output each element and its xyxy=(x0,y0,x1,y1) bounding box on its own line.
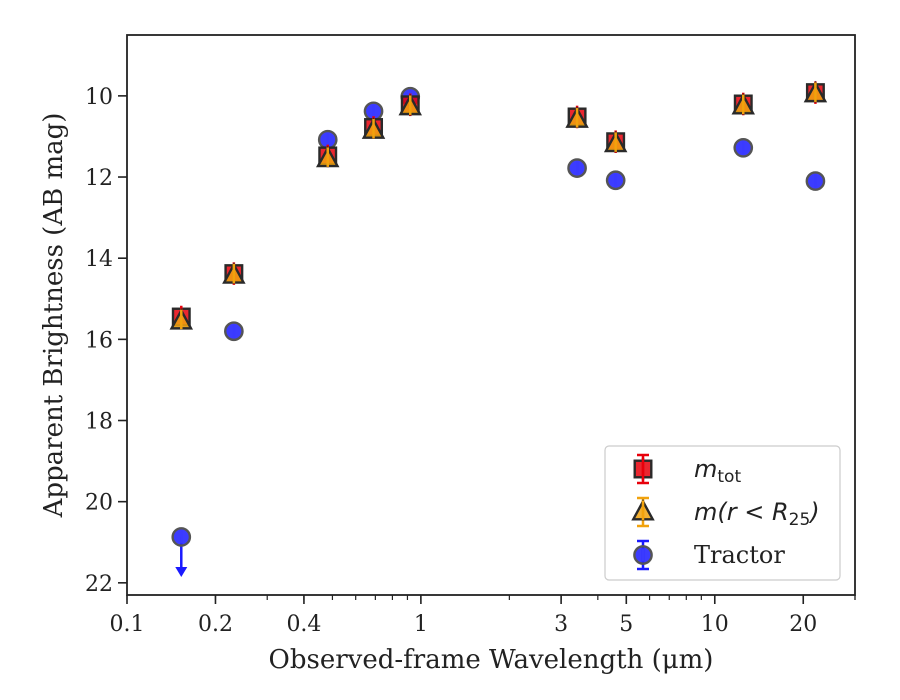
x-axis: 0.1 0.2 0.4 1 3 5 10 20 xyxy=(110,595,856,637)
legend-label-sub: 25 xyxy=(789,510,811,530)
legend-label-main: m xyxy=(694,455,717,483)
x-tick-label: 10 xyxy=(701,612,729,637)
series-triangle xyxy=(169,80,828,330)
x-tick-label: 0.1 xyxy=(110,612,145,637)
legend-label-sub: tot xyxy=(717,467,741,487)
x-tick-label: 1 xyxy=(414,612,428,637)
x-tick-label: 0.2 xyxy=(198,612,233,637)
legend-box xyxy=(604,445,841,581)
legend-entry: mtot xyxy=(633,453,741,487)
y-axis-label: Apparent Brightness (AB mag) xyxy=(39,113,69,519)
y-tick-label: 18 xyxy=(85,410,113,435)
legend-label-end: ) xyxy=(808,498,819,526)
plot-frame xyxy=(126,34,856,596)
y-tick-label: 20 xyxy=(85,491,113,516)
data-marks xyxy=(169,80,828,577)
legend-entry: Tractor xyxy=(633,539,785,571)
x-tick-label: 3 xyxy=(554,612,568,637)
y-tick-label: 12 xyxy=(85,166,113,191)
x-tick-label: 20 xyxy=(789,612,817,637)
legend-entry: m(r < R25) xyxy=(631,496,820,530)
legend: mtot m(r < R25) Tractor xyxy=(604,445,841,581)
legend-label: Tractor xyxy=(694,541,785,569)
y-tick-label: 10 xyxy=(85,85,113,110)
y-tick-label: 16 xyxy=(85,328,113,353)
legend-label-main: m(r < R xyxy=(694,498,789,526)
y-tick-label: 14 xyxy=(85,247,113,272)
x-axis-label: Observed-frame Wavelength (μm) xyxy=(269,645,714,675)
y-tick-label: 22 xyxy=(85,572,113,597)
y-axis: 10 12 14 16 18 20 22 xyxy=(85,85,127,597)
x-tick-label: 5 xyxy=(619,612,633,637)
upper-limit-arrowhead xyxy=(175,566,188,577)
legend-label: m(r < R25) xyxy=(694,498,820,530)
x-tick-label: 0.4 xyxy=(286,612,321,637)
legend-label: mtot xyxy=(694,455,741,487)
